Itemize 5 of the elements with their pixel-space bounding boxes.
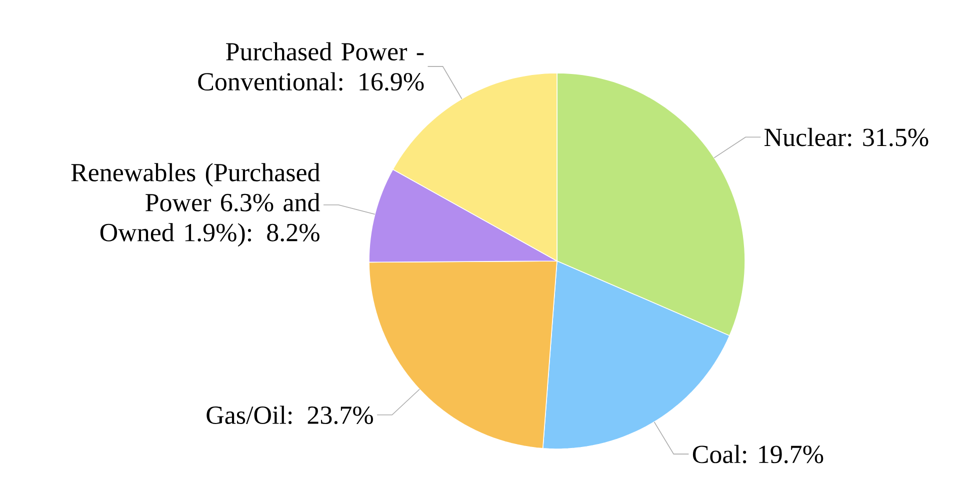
- slice-label: Nuclear: 31.5%: [764, 128, 928, 146]
- slice-label: Purchased Power - Conventional: 16.9%: [198, 42, 424, 91]
- slice-label: Gas/Oil: 23.7%: [206, 406, 373, 424]
- slice-label: Coal: 19.7%: [692, 444, 824, 464]
- slice-label: Renewables (Purchased Power 6.3% and Owned 1.9%): 8.2%: [71, 163, 320, 247]
